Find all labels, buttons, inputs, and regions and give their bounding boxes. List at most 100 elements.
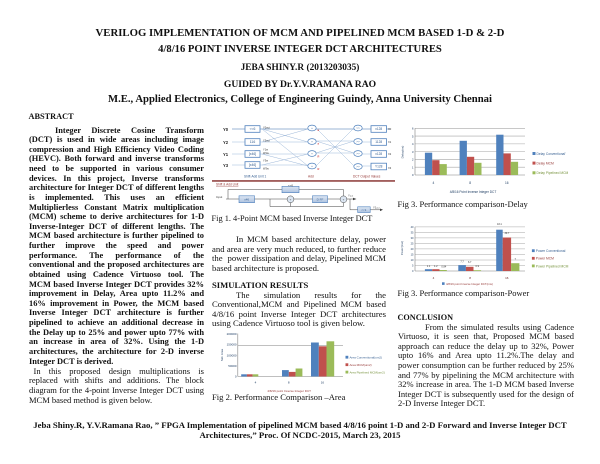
- svg-text:Power(mw): Power(mw): [400, 241, 404, 255]
- svg-text:x128: x128: [375, 127, 382, 131]
- svg-text:43.1: 43.1: [497, 223, 502, 226]
- svg-text:16: 16: [321, 381, 325, 385]
- svg-text:Delay MCM: Delay MCM: [537, 162, 554, 166]
- svg-text:[x46]: [x46]: [249, 163, 256, 167]
- svg-text:1.1: 1.1: [427, 265, 431, 268]
- svg-text:a: a: [318, 129, 320, 132]
- svg-text:116: 116: [250, 140, 256, 144]
- svg-text:+: +: [311, 152, 313, 156]
- svg-text:150000: 150000: [227, 343, 237, 347]
- svg-text:8: 8: [288, 381, 290, 385]
- svg-text:50000: 50000: [228, 364, 237, 368]
- svg-text:25: 25: [411, 241, 414, 245]
- svg-text:+: +: [311, 164, 313, 168]
- svg-text:0: 0: [235, 375, 237, 379]
- svg-text:4/8/16 Point Inverse Integer D: 4/8/16 Point Inverse Integer DCT: [450, 190, 497, 194]
- svg-text:35: 35: [411, 230, 414, 234]
- svg-text:4: 4: [412, 142, 414, 146]
- svg-text:>>: >>: [356, 140, 360, 144]
- svg-text:4/8/16 point Inverse Integer D: 4/8/16 point Inverse Integer DCT: [267, 389, 311, 393]
- svg-text:6: 6: [412, 127, 414, 131]
- svg-text:Y1w: Y1w: [263, 148, 268, 152]
- svg-text:Y3w: Y3w: [263, 159, 268, 163]
- svg-text:>>: >>: [356, 152, 360, 156]
- svg-text:W1w: W1w: [263, 151, 269, 155]
- svg-text:Area Pipelined MCM(um2): Area Pipelined MCM(um2): [350, 370, 385, 374]
- svg-text:Y1: Y1: [223, 152, 229, 157]
- svg-text:Shift & Add Unit: Shift & Add Unit: [216, 183, 238, 187]
- svg-text:Y2out: Y2out: [263, 139, 270, 143]
- svg-text:Add: Add: [308, 175, 314, 179]
- svg-text:Area MCM(um2): Area MCM(um2): [350, 363, 372, 367]
- svg-text:W3w: W3w: [263, 167, 269, 171]
- svg-text:+: +: [343, 198, 345, 202]
- svg-text:>>: >>: [356, 165, 360, 169]
- svg-text:+: +: [311, 126, 313, 130]
- svg-text:Input: Input: [216, 195, 222, 199]
- svg-text:6.7: 6.7: [468, 261, 472, 264]
- svg-text:Y2: Y2: [223, 140, 229, 145]
- svg-text:+: +: [290, 198, 292, 202]
- svg-text:a: a: [318, 143, 320, 146]
- svg-text:X3: X3: [388, 166, 392, 170]
- svg-text:Y128: Y128: [375, 165, 383, 169]
- svg-text:8: 8: [469, 276, 471, 280]
- svg-text:Std. Area: Std. Area: [220, 348, 224, 361]
- svg-text:>>: >>: [356, 126, 360, 130]
- svg-text:15: 15: [411, 252, 414, 256]
- svg-text:5: 5: [412, 134, 414, 138]
- svg-text:Delay(ns): Delay(ns): [401, 146, 405, 159]
- svg-text:X1: X1: [388, 140, 392, 144]
- svg-text:R: R: [318, 167, 320, 171]
- svg-text:Power Conventional: Power Conventional: [536, 249, 566, 253]
- svg-text:D FF: D FF: [317, 198, 324, 202]
- svg-text:4/8/16 point Inverse Integer D: 4/8/16 point Inverse Integer DCT(mw): [446, 282, 493, 286]
- svg-text:8: 8: [469, 181, 471, 185]
- svg-text:Power Pipelined MCM: Power Pipelined MCM: [536, 264, 569, 268]
- svg-text:<<1: <<1: [361, 208, 367, 212]
- svg-text:x46: x46: [244, 198, 249, 202]
- svg-text:<<6: <<6: [288, 184, 294, 188]
- svg-text:30: 30: [411, 236, 414, 240]
- svg-text:4: 4: [255, 381, 257, 385]
- svg-text:39.7: 39.7: [504, 232, 509, 235]
- svg-text:Y0out: Y0out: [263, 126, 270, 130]
- svg-text:Delay Conventional’: Delay Conventional’: [537, 152, 567, 156]
- svg-text:5: 5: [412, 264, 414, 268]
- svg-text:Shift-Add Unit 1: Shift-Add Unit 1: [244, 175, 267, 179]
- svg-text:100000: 100000: [227, 353, 237, 357]
- svg-text:[x46]: [x46]: [249, 152, 256, 156]
- svg-text:<<6: <<6: [250, 127, 256, 131]
- svg-text:X0: X0: [388, 127, 392, 131]
- svg-text:Y0: Y0: [223, 127, 229, 132]
- svg-text:4: 4: [433, 276, 435, 280]
- svg-text:0: 0: [412, 173, 414, 177]
- svg-text:0.9: 0.9: [476, 265, 480, 268]
- svg-text:+: +: [311, 140, 313, 144]
- svg-text:200000: 200000: [227, 332, 237, 336]
- svg-text:Delay Pipelined MCM: Delay Pipelined MCM: [537, 171, 569, 175]
- svg-text:1128: 1128: [375, 140, 382, 144]
- svg-text:7.7: 7.7: [460, 261, 464, 264]
- svg-text:3: 3: [412, 150, 414, 154]
- svg-text:2: 2: [412, 158, 414, 162]
- svg-text:10: 10: [411, 258, 414, 262]
- svg-text:0: 0: [412, 269, 414, 273]
- svg-text:40: 40: [411, 225, 414, 229]
- svg-text:20: 20: [411, 247, 414, 251]
- svg-text:7: 7: [515, 258, 517, 261]
- svg-text:X2: X2: [388, 152, 392, 156]
- svg-text:Y1out: Y1out: [373, 206, 380, 210]
- svg-text:16: 16: [505, 181, 509, 185]
- svg-text:0.84: 0.84: [441, 266, 446, 269]
- svg-text:4: 4: [433, 181, 435, 185]
- svg-text:1: 1: [412, 165, 414, 169]
- svg-text:R: R: [318, 155, 320, 159]
- svg-text:Y3: Y3: [223, 163, 229, 168]
- svg-text:1.2: 1.2: [434, 265, 438, 268]
- svg-text:x128: x128: [375, 152, 382, 156]
- svg-text:Area Conventional(um2): Area Conventional(um2): [350, 356, 383, 360]
- svg-text:16: 16: [505, 276, 509, 280]
- svg-text:Power MCM: Power MCM: [536, 257, 554, 261]
- svg-text:Yout: Yout: [348, 194, 353, 198]
